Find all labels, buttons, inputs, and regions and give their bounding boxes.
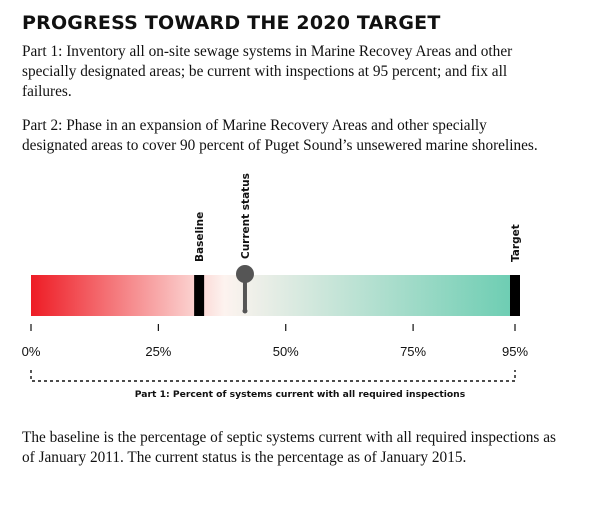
target-marker	[510, 275, 520, 316]
footnote-paragraph: The baseline is the percentage of septic…	[22, 429, 556, 466]
progress-bar	[31, 275, 515, 316]
current-status-pin-head	[235, 265, 254, 283]
tick-label: 0%	[22, 344, 41, 359]
current-status-pin-stem	[242, 275, 247, 311]
page-title: PROGRESS TOWARD THE 2020 TARGET	[22, 12, 441, 34]
marker-label: Current status	[240, 173, 252, 259]
x-axis-label: Part 1: Percent of systems current with …	[134, 389, 466, 400]
tick-label: 50%	[273, 344, 299, 359]
axis-bracket	[30, 370, 516, 382]
x-axis: 0% 25% 50% 75% 95%	[22, 324, 528, 359]
marker-label: Baseline	[194, 212, 206, 262]
tick-label: 95%	[502, 344, 528, 359]
marker-label: Target	[510, 224, 522, 262]
baseline-marker	[194, 275, 205, 316]
marker-group: Baseline Current status Target	[194, 173, 522, 316]
progress-chart: 0% 25% 50% 75% 95% Baseline Current status Tar…	[22, 173, 528, 382]
tick-label: 75%	[400, 344, 426, 359]
current-status-pin-tip	[242, 308, 248, 314]
part2-paragraph: Part 2: Phase in an expansion of Marine …	[22, 117, 538, 154]
part1-paragraph: Part 1: Inventory all on-site sewage sys…	[22, 43, 513, 100]
tick-label: 25%	[145, 344, 171, 359]
